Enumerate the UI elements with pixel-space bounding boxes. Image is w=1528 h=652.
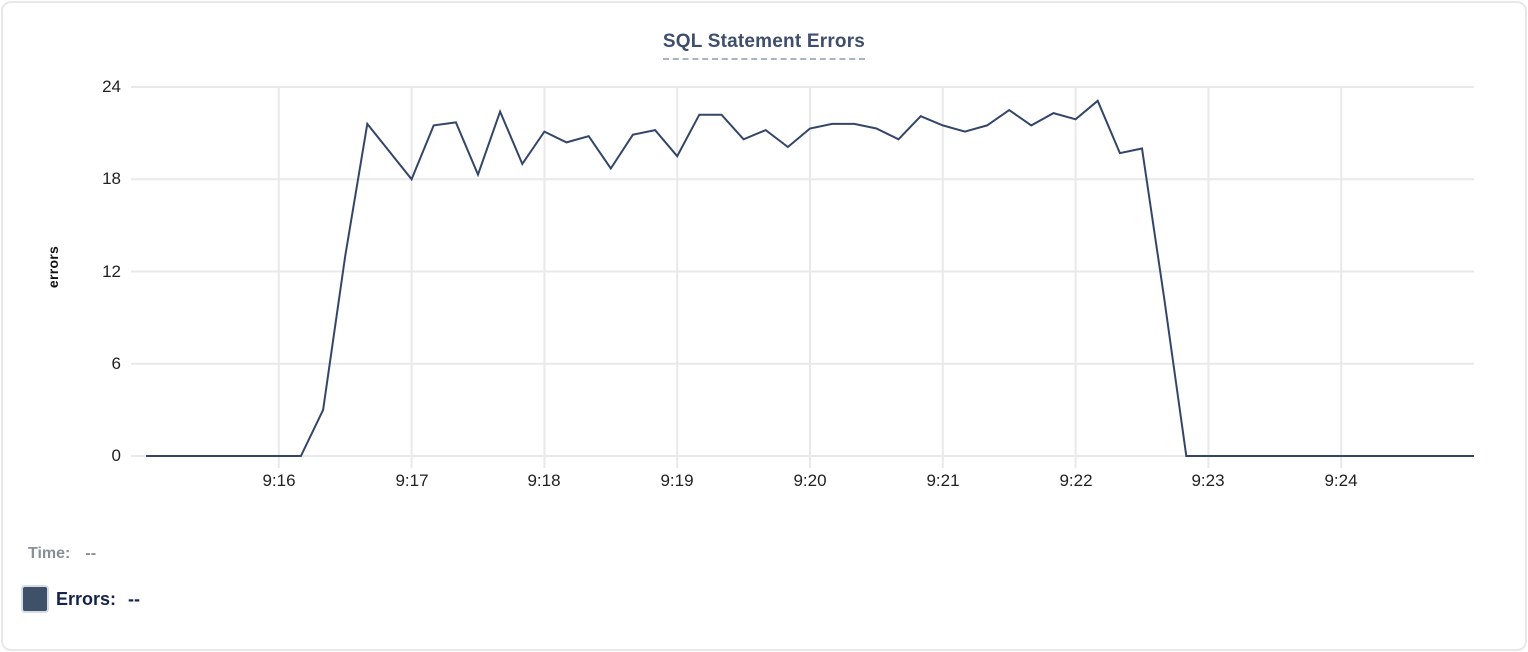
chart-title[interactable]: SQL Statement Errors	[662, 31, 866, 60]
hover-readout-time-value: --	[85, 545, 97, 562]
x-tick-label: 9:24	[1324, 471, 1358, 490]
legend-errors-label: Errors:	[56, 588, 117, 609]
errors-series-line[interactable]	[146, 99, 1474, 457]
x-tick-label: 9:20	[793, 471, 827, 490]
y-axis-tick-labels: 24 18 12 6 0	[61, 3, 121, 503]
y-tick-label: 0	[111, 446, 121, 465]
y-tick-label: 6	[111, 354, 121, 373]
x-tick-label: 9:17	[395, 471, 429, 490]
hover-readout-time-label: Time:	[28, 545, 71, 562]
x-tick-label: 9:22	[1059, 471, 1093, 490]
plot-svg[interactable]	[3, 3, 1528, 503]
x-tick-label: 9:21	[926, 471, 960, 490]
y-tick-label: 18	[102, 169, 121, 188]
chart-title-wrap: SQL Statement Errors	[3, 31, 1525, 60]
legend-errors-row[interactable]: Errors: --	[23, 587, 140, 611]
y-axis-title: errors	[45, 245, 61, 289]
plot-area[interactable]	[3, 3, 1528, 503]
y-tick-label: 24	[102, 77, 121, 96]
hover-readout-time-row: Time: --	[28, 545, 96, 563]
x-tick-label: 9:19	[660, 471, 694, 490]
x-tick-label: 9:18	[527, 471, 561, 490]
legend-errors-value: --	[128, 588, 141, 609]
x-tick-label: 9:23	[1191, 471, 1225, 490]
x-axis-tick-labels: 9:16 9:17 9:18 9:19 9:20 9:21 9:22 9:23 9:24	[3, 3, 1528, 490]
y-tick-label: 12	[102, 262, 121, 281]
x-tick-label: 9:16	[262, 471, 296, 490]
errors-series-swatch-icon	[23, 587, 47, 611]
